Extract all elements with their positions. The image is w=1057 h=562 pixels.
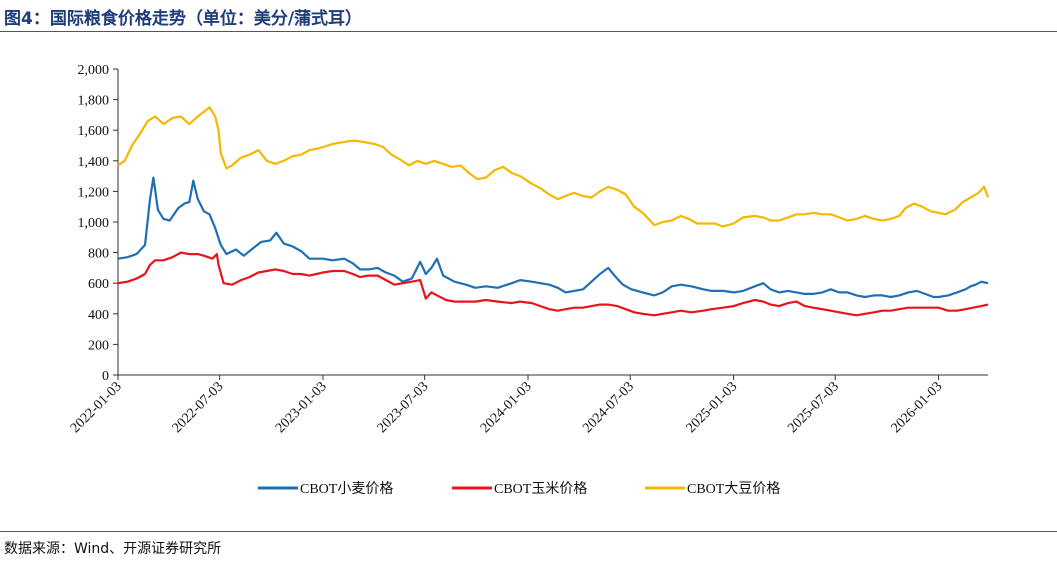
top-rule xyxy=(0,31,1057,32)
series-line-0 xyxy=(117,176,989,299)
legend-label-1: CBOT玉米价格 xyxy=(494,481,587,497)
x-tick-label: 2022-01-03 xyxy=(68,379,125,436)
legend-label-0: CBOT小麦价格 xyxy=(300,481,393,497)
y-tick-label: 2,000 xyxy=(78,63,110,78)
bottom-rule xyxy=(0,531,1057,532)
x-tick-label: 2023-07-03 xyxy=(375,379,432,436)
series-lines xyxy=(117,106,990,317)
y-tick-label: 800 xyxy=(88,247,109,262)
y-tick-label: 600 xyxy=(88,277,109,292)
y-tick-label: 1,200 xyxy=(78,185,110,200)
y-tick-label: 1,800 xyxy=(78,94,110,109)
axes: 0 200 400 600 800 1,000 1,200 1,400 1,600 1,800 2,… xyxy=(68,63,988,436)
x-tick-label: 2022-07-03 xyxy=(170,379,227,436)
x-tick-label: 2025-07-03 xyxy=(785,379,842,436)
y-tick-label: 200 xyxy=(88,338,109,353)
y-tick-label: 1,400 xyxy=(78,155,110,170)
x-tick-label: 2023-01-03 xyxy=(273,379,330,436)
series-line-1 xyxy=(117,251,989,317)
legend: CBOT小麦价格 CBOT玉米价格 CBOT大豆价格 xyxy=(258,481,780,497)
x-tick-label: 2025-01-03 xyxy=(684,379,741,436)
series-line-2 xyxy=(117,106,990,228)
x-tick-label: 2024-07-03 xyxy=(580,379,637,436)
x-tick-label: 2024-01-03 xyxy=(478,379,535,436)
x-tick-label: 2026-01-03 xyxy=(889,379,946,436)
y-tick-label: 1,600 xyxy=(78,124,110,139)
legend-label-2: CBOT大豆价格 xyxy=(687,481,780,497)
source-note: 数据来源：Wind、开源证券研究所 xyxy=(4,541,222,557)
y-tick-label: 0 xyxy=(102,369,109,384)
y-tick-label: 1,000 xyxy=(78,216,110,231)
chart-title: 图4：国际粮食价格走势（单位：美分/蒲式耳） xyxy=(4,9,363,29)
y-tick-label: 400 xyxy=(88,308,109,323)
